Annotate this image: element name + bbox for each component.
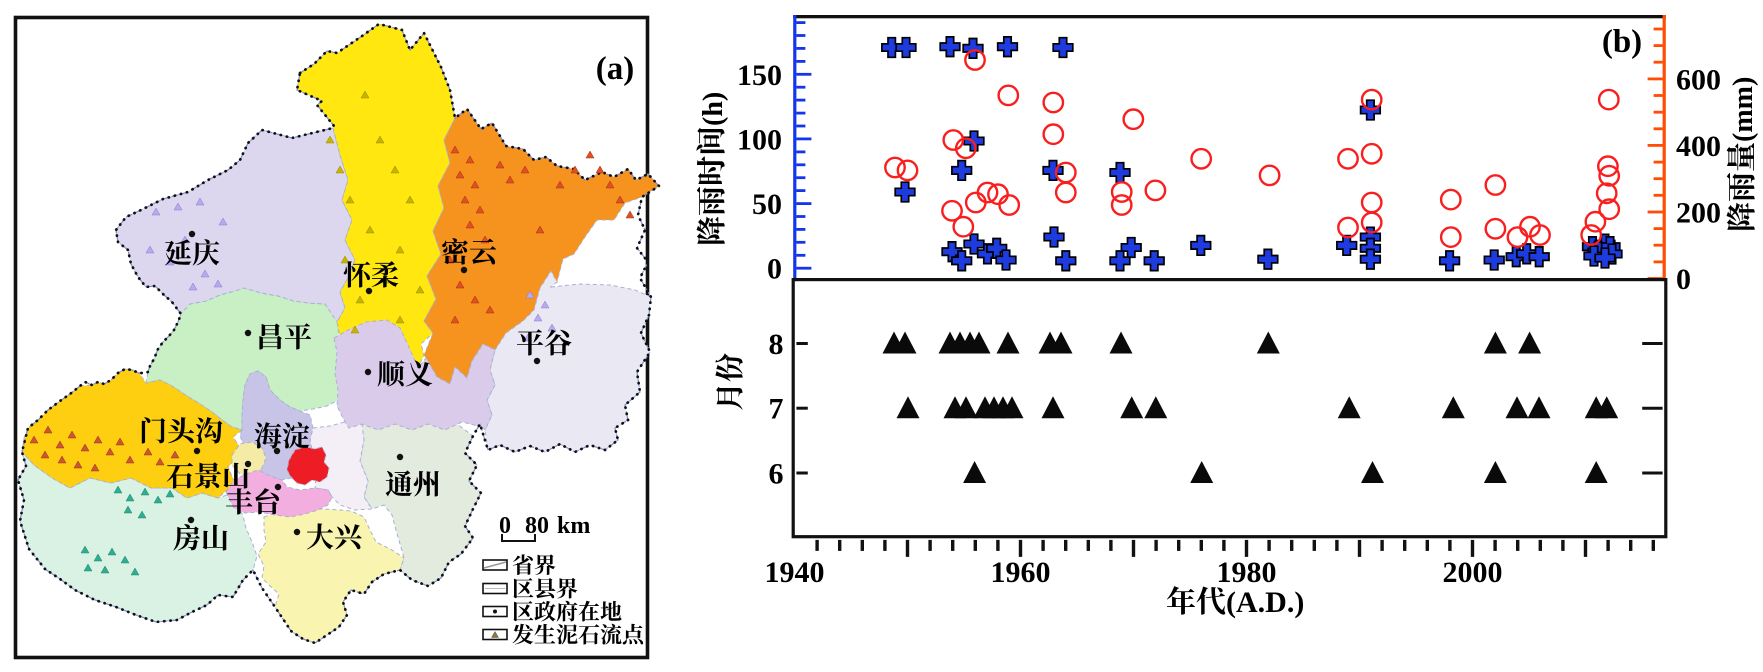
- svg-text:600: 600: [1676, 63, 1721, 96]
- svg-text:50: 50: [752, 188, 782, 221]
- svg-text:1960: 1960: [991, 556, 1051, 589]
- svg-text:(mm): (mm): [1728, 77, 1759, 142]
- svg-text:(h): (h): [698, 92, 729, 126]
- svg-text:1940: 1940: [765, 556, 825, 589]
- svg-text:80: 80: [525, 513, 549, 539]
- svg-text:100: 100: [737, 123, 782, 156]
- svg-text:0: 0: [767, 253, 782, 286]
- svg-text:2000: 2000: [1443, 556, 1503, 589]
- svg-text:km: km: [557, 513, 590, 539]
- svg-text:200: 200: [1676, 197, 1721, 230]
- svg-text:(b): (b): [1602, 24, 1642, 60]
- svg-text:0: 0: [1676, 263, 1691, 296]
- svg-text:1980: 1980: [1217, 556, 1277, 589]
- svg-text:7: 7: [769, 393, 784, 426]
- svg-text:(a): (a): [596, 51, 634, 87]
- svg-text:8: 8: [769, 328, 784, 361]
- svg-text:(A.D.): (A.D.): [1226, 586, 1304, 619]
- svg-text:150: 150: [737, 59, 782, 92]
- svg-text:0: 0: [499, 513, 511, 539]
- svg-text:6: 6: [769, 458, 784, 491]
- svg-text:400: 400: [1676, 130, 1721, 163]
